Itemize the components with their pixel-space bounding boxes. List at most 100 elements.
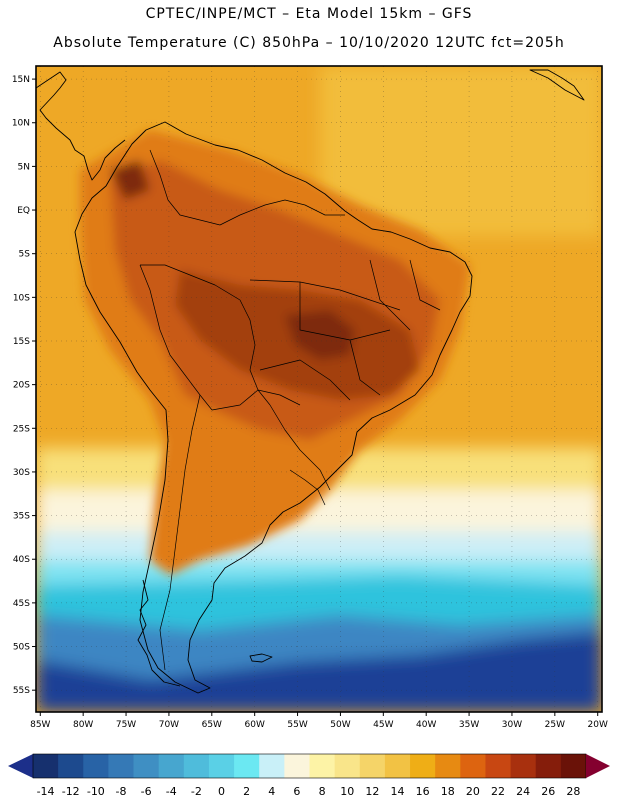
colorbar-label: 16 <box>416 785 430 798</box>
longitude-label: 75W <box>116 720 136 730</box>
colorbar-cell <box>158 754 185 778</box>
longitude-label: 85W <box>30 720 50 730</box>
longitude-label: 20W <box>588 720 608 730</box>
colorbar-label: -2 <box>191 785 202 798</box>
colorbar-label: 6 <box>293 785 300 798</box>
central-america-coastline <box>36 71 126 181</box>
colorbar-min-arrow <box>8 754 33 778</box>
colorbar-label: 22 <box>491 785 505 798</box>
colorbar-label: -10 <box>87 785 105 798</box>
latitude-label: 15S <box>13 337 30 347</box>
map-frame <box>35 65 603 713</box>
map-title-line-1: CPTEC/INPE/MCT – Eta Model 15km – GFS <box>145 6 473 22</box>
colorbar-label: 20 <box>466 785 480 798</box>
longitude-label: 65W <box>202 720 222 730</box>
colorbar-cell <box>435 754 461 778</box>
colorbar-label: 24 <box>516 785 530 798</box>
border-colombia-venezuela <box>149 149 221 226</box>
latitude-label: 10S <box>13 293 30 303</box>
latitude-label: 45S <box>13 599 30 609</box>
colorbar-label: 8 <box>319 785 326 798</box>
latitude-label: 5N <box>18 162 30 172</box>
field-deep-blue-band <box>36 632 602 712</box>
colorbar-label: -4 <box>166 785 177 798</box>
colorbar-label: -14 <box>37 785 55 798</box>
caribbean-island-outline <box>529 69 585 101</box>
colorbar-cell <box>133 754 160 778</box>
colorbar-label: -8 <box>115 785 126 798</box>
colorbar-label: 14 <box>390 785 404 798</box>
colorbar-label: 12 <box>365 785 379 798</box>
longitude-label: 45W <box>373 720 393 730</box>
country-borders <box>139 149 441 671</box>
latitude-label: EQ <box>17 206 30 216</box>
map-title-line-2: Absolute Temperature (C) 850hPa – 10/10/… <box>53 35 565 51</box>
latitude-label: 50S <box>13 643 30 653</box>
colorbar-cell <box>208 754 235 778</box>
border-uruguay <box>289 469 326 506</box>
colorbar-cell <box>183 754 210 778</box>
longitude-label: 25W <box>545 720 565 730</box>
colorbar-cell <box>384 754 411 778</box>
colorbar-cell <box>535 754 562 778</box>
colorbar-cell <box>259 754 285 778</box>
border-brazil-west <box>140 264 271 406</box>
border-bolivia-paraguay <box>211 389 301 411</box>
colorbar-label: 0 <box>218 785 225 798</box>
colorbar-cell <box>334 754 361 778</box>
longitude-label: 40W <box>416 720 436 730</box>
colorbar-label: 26 <box>541 785 555 798</box>
latitude-label: 10N <box>12 119 30 129</box>
colorbar-cell <box>83 754 109 778</box>
longitude-axis: 85W 80W 75W 70W 65W 60W 55W 50W 45W 40W 35W 30W 25W 2… <box>30 712 608 730</box>
colorbar-label: 28 <box>566 785 580 798</box>
colorbar-cell <box>510 754 537 778</box>
coastlines <box>36 69 585 694</box>
colorbar-cells <box>32 753 587 779</box>
colorbar-cell <box>560 754 587 778</box>
latitude-label: 55S <box>13 686 30 696</box>
field-hot-core <box>285 310 355 360</box>
longitude-label: 30W <box>502 720 522 730</box>
longitude-label: 60W <box>245 720 265 730</box>
colorbar-cell <box>33 754 59 778</box>
field-hot-core-north <box>110 160 150 200</box>
colorbar-label: 10 <box>340 785 354 798</box>
brazil-state-lines <box>249 259 441 401</box>
longitude-label: 35W <box>459 720 479 730</box>
latitude-label: 20S <box>13 381 30 391</box>
colorbar-cell <box>284 754 310 778</box>
latitude-label: 25S <box>13 424 30 434</box>
latitude-axis: 15N 10N 5N EQ 5S 10S 15S 20S 25S 30S 35S 40S 45S 50S 5… <box>12 75 36 696</box>
colorbar-label: 2 <box>243 785 250 798</box>
colorbar-cell <box>309 754 336 778</box>
longitude-label: 80W <box>73 720 93 730</box>
latitude-label: 5S <box>19 250 31 260</box>
latitude-label: 15N <box>12 75 30 85</box>
colorbar-labels: -14 -12 -10 -8 -6 -4 -2 0 2 4 6 8 10 12 14 16 18 20 22 24 26… <box>37 785 581 798</box>
colorbar-cell <box>359 754 386 778</box>
map-plot-area <box>36 66 602 712</box>
colorbar-cell <box>485 754 511 778</box>
colorbar-cell <box>58 754 84 778</box>
south-america-coastline <box>74 121 473 694</box>
longitude-label: 55W <box>287 720 307 730</box>
latitude-label: 35S <box>13 512 30 522</box>
falklands-outline <box>249 653 273 663</box>
border-brazil-north <box>219 199 345 226</box>
latitude-label: 40S <box>13 555 30 565</box>
colorbar-cell <box>410 754 436 778</box>
colorbar-label: 18 <box>441 785 455 798</box>
colorbar-max-arrow <box>586 754 610 778</box>
colorbar-cell <box>234 754 260 778</box>
border-argentina-chile <box>159 394 201 671</box>
temperature-colorbar: -14 -12 -10 -8 -6 -4 -2 0 2 4 6 8 10 12 14 16 18 20 22 24 26… <box>8 753 610 798</box>
chile-fjords <box>137 579 181 687</box>
colorbar-cell <box>108 754 134 778</box>
longitude-label: 70W <box>159 720 179 730</box>
colorbar-label: -12 <box>62 785 80 798</box>
colorbar-label: 4 <box>268 785 275 798</box>
latitude-label: 30S <box>13 468 30 478</box>
longitude-label: 50W <box>330 720 350 730</box>
